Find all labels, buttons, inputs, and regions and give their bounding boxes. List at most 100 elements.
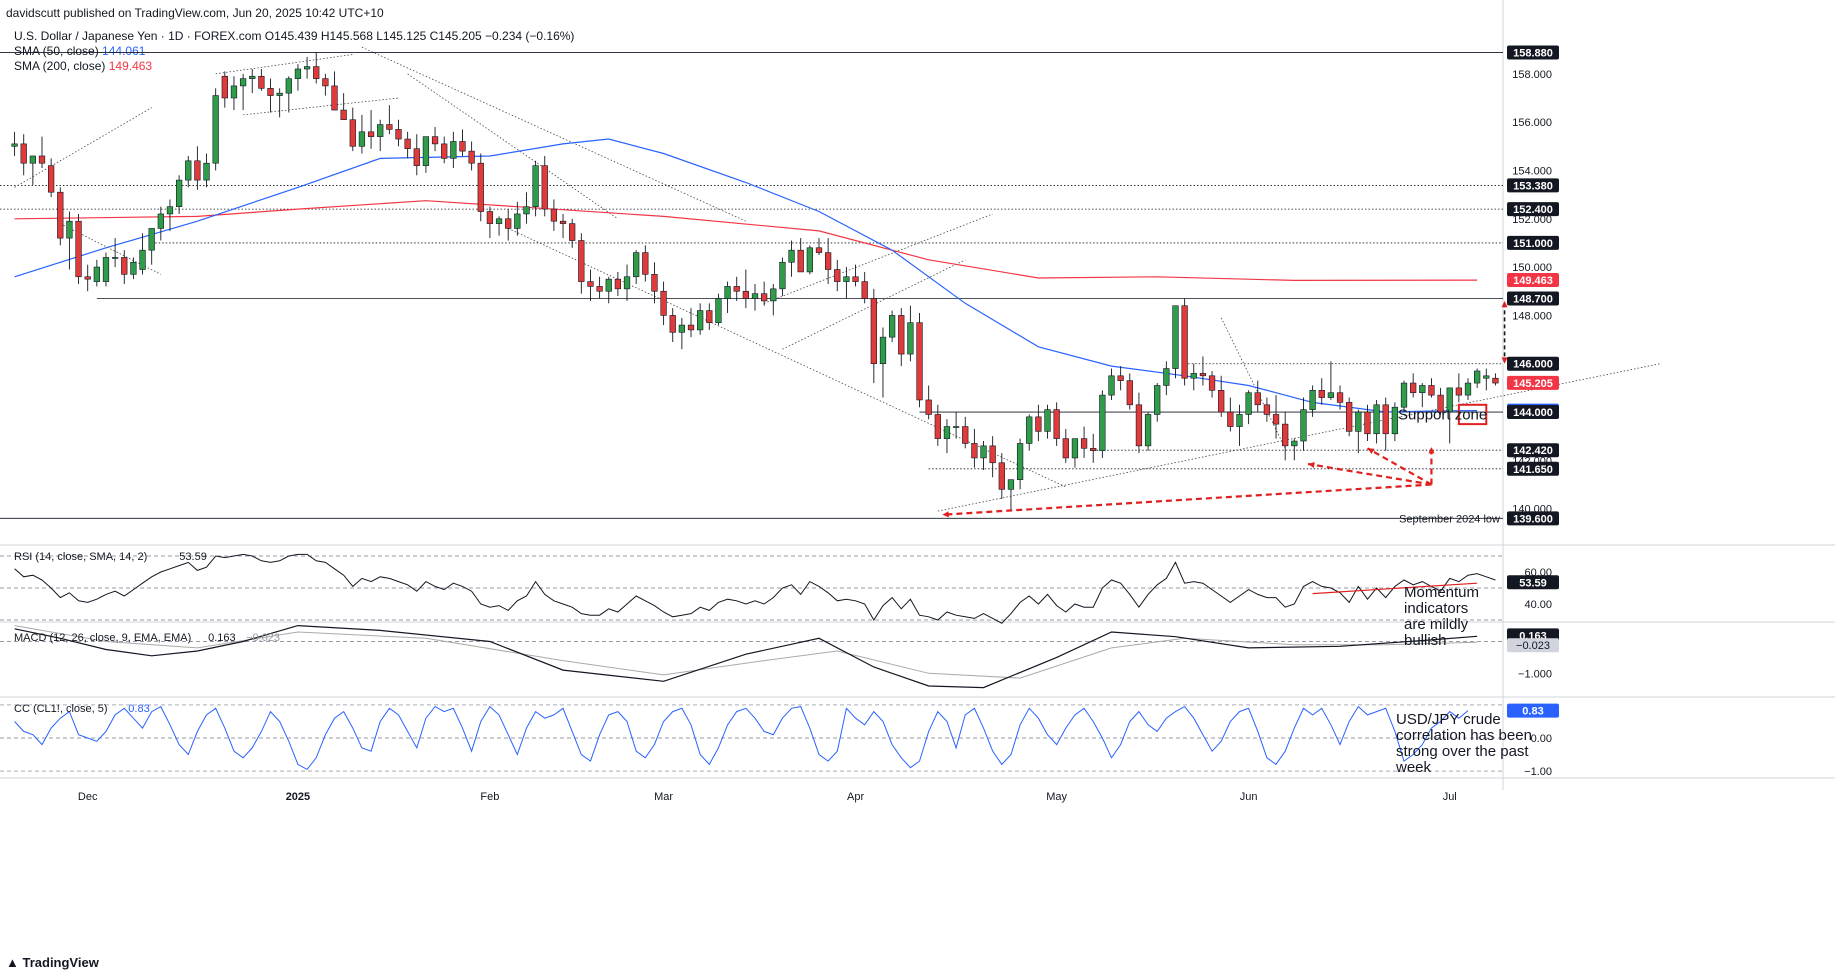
candle-body [1300, 409, 1307, 442]
tradingview-logo[interactable]: ▲ TradingView [6, 955, 99, 970]
candle-body [1126, 380, 1133, 406]
time-axis-tick-label: Jul [1443, 791, 1457, 803]
candle-body [1373, 404, 1380, 435]
ohlc-open: O145.439 [264, 29, 318, 43]
candle-body [770, 288, 777, 302]
candle-body [1245, 392, 1252, 415]
candle-body [175, 179, 183, 207]
candle-body [468, 150, 475, 164]
candle-body [980, 445, 987, 459]
candle-body [1099, 394, 1106, 451]
support-arrow-head [1308, 462, 1315, 469]
candle-body [1391, 406, 1399, 435]
support-zone-annotation: Support zone [1398, 406, 1487, 423]
candle-body [1218, 389, 1225, 413]
candle-body [660, 290, 667, 316]
macd-signal-tag-label: −0.023 [1516, 640, 1550, 652]
candle-body [450, 141, 457, 159]
candle-body [313, 66, 320, 79]
momentum-annotation-line: Momentum [1404, 584, 1479, 601]
candle-body [779, 261, 786, 290]
rsi-axis-tick-label: 40.00 [1524, 599, 1552, 611]
range-arrow-head-up [1501, 300, 1508, 308]
macd-signal-tag [1507, 638, 1559, 653]
candle-body [57, 191, 64, 239]
candle-body [1346, 402, 1353, 432]
candle-body [962, 426, 969, 444]
sma50-legend[interactable]: SMA (50, close) 144.061 [14, 44, 145, 58]
candle-body [633, 252, 640, 278]
cc-line [14, 705, 1469, 771]
candle-body [697, 310, 704, 331]
trend-line [243, 97, 399, 116]
candle-body [139, 249, 146, 270]
candle-body [221, 75, 228, 99]
support-arrow [1366, 447, 1432, 486]
candle-body [1154, 385, 1161, 415]
candle-body [258, 75, 265, 89]
candle-body [431, 136, 439, 145]
price-tag-label: 149.463 [1513, 275, 1553, 287]
cc-value-tag [1507, 703, 1559, 718]
candle-body [459, 141, 466, 152]
price-tag-label: 146.000 [1513, 359, 1553, 371]
candle-body [834, 269, 841, 282]
candle-body [1062, 438, 1069, 459]
candle-body [1272, 414, 1280, 425]
candle-body [642, 252, 649, 275]
candle-body [1016, 443, 1024, 480]
candle-body [1236, 414, 1243, 427]
rsi-value-tag-label: 53.59 [1519, 577, 1547, 589]
candle-body [20, 143, 27, 164]
candle-body [1190, 373, 1197, 379]
correlation-annotation-line: strong over the past [1396, 743, 1529, 760]
correlation-annotation-line: USD/JPY crude [1396, 711, 1501, 728]
candle-body [303, 66, 311, 70]
candle-body [1492, 377, 1499, 384]
trend-line [14, 107, 152, 188]
candle-body [523, 206, 530, 215]
price-axis-tick-label: 148.000 [1512, 310, 1552, 322]
momentum-annotation-line: indicators [1404, 600, 1468, 617]
candle-body [203, 162, 210, 181]
candle-body [349, 119, 356, 147]
footer-logo-text: TradingView [22, 955, 99, 970]
sma200-legend[interactable]: SMA (200, close) 149.463 [14, 59, 152, 73]
ohlc-close: C145.205 [429, 29, 482, 43]
candle-body [797, 249, 804, 273]
candle-body [1474, 370, 1481, 384]
candle-body [495, 218, 503, 224]
candle-body [422, 136, 430, 166]
price-tag-label: 158.880 [1513, 48, 1553, 60]
candle-body [1382, 404, 1389, 435]
candle-body [358, 131, 366, 147]
price-tag-label: 153.380 [1513, 180, 1553, 192]
candle-body [121, 257, 128, 275]
macd-line [14, 624, 1478, 689]
candle-body [1282, 423, 1289, 447]
candle-body [276, 92, 283, 96]
time-axis-tick-label: Feb [480, 791, 499, 803]
candle-body [1135, 404, 1143, 447]
candle-body [578, 240, 585, 282]
price-axis-tick-label: 154.000 [1512, 165, 1552, 177]
candle-body [898, 315, 905, 355]
sma50-label: SMA (50, close) [14, 44, 99, 58]
candle-body [93, 266, 100, 282]
candle-body [742, 290, 749, 299]
candle-body [687, 324, 695, 331]
candle-body [870, 298, 877, 365]
candle-body [1355, 411, 1362, 432]
rsi-value-tag [1507, 575, 1559, 590]
candle-body [29, 155, 36, 164]
candle-body [377, 124, 384, 137]
price-tag [1507, 375, 1559, 390]
candle-body [285, 78, 292, 94]
candle-body [1208, 375, 1216, 391]
candle-body [148, 228, 155, 251]
candle-body [1117, 375, 1124, 381]
price-tag [1507, 235, 1559, 250]
ohlc-change: −0.234 (−0.16%) [485, 29, 575, 43]
price-tag [1507, 405, 1559, 420]
